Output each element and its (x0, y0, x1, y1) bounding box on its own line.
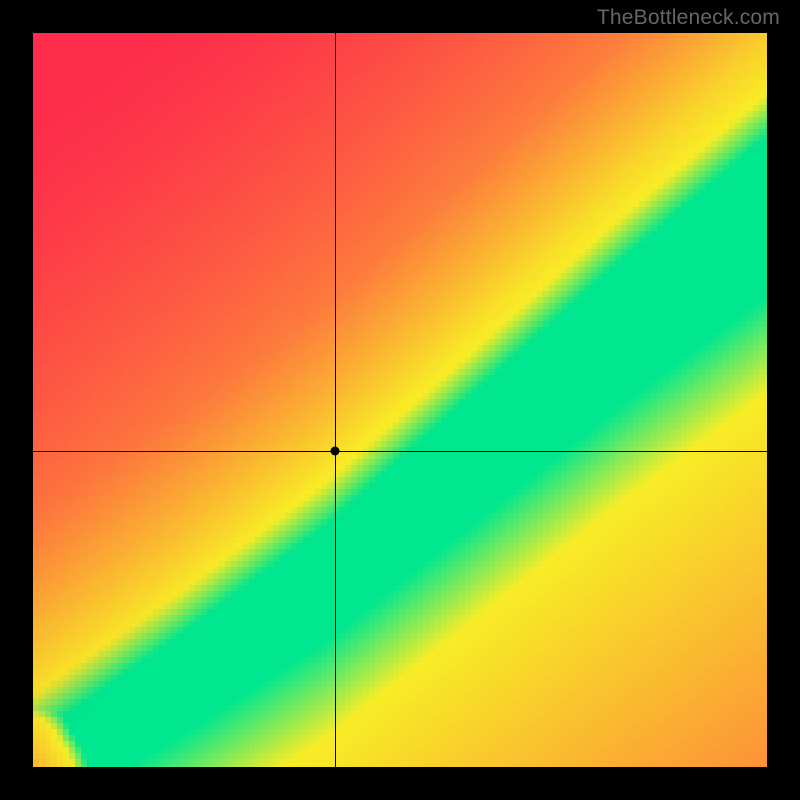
crosshair-horizontal (33, 451, 767, 452)
crosshair-vertical (335, 33, 336, 767)
heatmap-canvas (33, 33, 767, 767)
chart-container: TheBottleneck.com (0, 0, 800, 800)
crosshair-marker (330, 447, 339, 456)
watermark-text: TheBottleneck.com (597, 6, 780, 30)
